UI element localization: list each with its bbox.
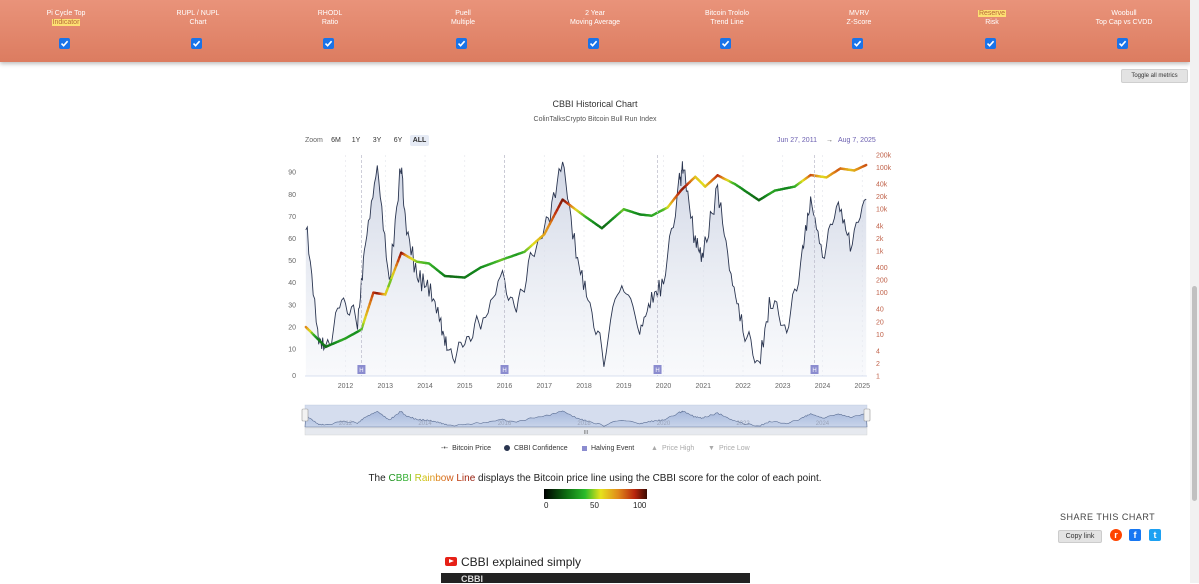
y-left-tick-label: 40 [288, 280, 296, 287]
navigator-scroll-handle: III [584, 430, 588, 436]
y-right-tick-label: 200 [876, 278, 888, 285]
reddit-share-icon[interactable]: r [1110, 529, 1122, 541]
y-right-tick-label: 40k [876, 182, 888, 189]
y-right-tick-label: 10 [876, 332, 884, 339]
y-right-tick-label: 2k [876, 236, 884, 243]
video-title-text: CBBI explained simply [461, 555, 581, 569]
navigator-tick-label: 2014 [418, 421, 432, 427]
legend-bitcoin-price[interactable]: -•- Bitcoin Price [441, 445, 491, 452]
square-icon [582, 446, 587, 451]
y-right-tick-label: 1 [876, 374, 880, 381]
y-right-tick-label: 100 [876, 290, 888, 297]
legend-cbbi-confidence[interactable]: CBBI Confidence [504, 445, 568, 452]
legend-label: Price High [662, 445, 694, 452]
y-left-tick-label: 10 [288, 346, 296, 353]
y-right-tick-label: 20 [876, 319, 884, 326]
legend-halving-event[interactable]: Halving Event [582, 445, 634, 452]
video-embed[interactable] [441, 573, 750, 583]
y-left-tick-label: 50 [288, 258, 296, 265]
navigator-tick-label: 2022 [736, 421, 750, 427]
legend-label: Halving Event [591, 445, 634, 452]
navigator-tick-label: 2020 [657, 421, 671, 427]
y-right-tick-label: 2 [876, 361, 880, 368]
y-right-tick-label: 40 [876, 307, 884, 314]
navigator-tick-label: 2018 [577, 421, 591, 427]
scrollbar-thumb[interactable] [1192, 286, 1197, 501]
navigator-tick-label: 2024 [816, 421, 830, 427]
y-left-tick-label: 90 [288, 170, 296, 177]
x-tick-label: 2018 [576, 383, 592, 390]
x-tick-label: 2024 [815, 383, 831, 390]
y-left-tick-label: 60 [288, 236, 296, 243]
x-tick-label: 2021 [695, 383, 711, 390]
triangle-down-icon: ▼ [708, 445, 715, 452]
confidence-area [306, 161, 866, 376]
y-left-tick-label: 70 [288, 214, 296, 221]
line-dash-icon: -•- [441, 445, 448, 452]
halving-marker-label: H [812, 368, 816, 374]
twitter-share-icon[interactable]: t [1149, 529, 1161, 541]
x-tick-label: 2013 [377, 383, 393, 390]
y-right-tick-label: 4 [876, 348, 880, 355]
legend-label: Price Low [719, 445, 750, 452]
navigator-right-handle [864, 409, 870, 421]
x-tick-label: 2025 [854, 383, 870, 390]
youtube-icon [445, 557, 457, 566]
halving-marker-label: H [359, 368, 363, 374]
y-right-tick-label: 200k [876, 153, 892, 160]
x-tick-label: 2014 [417, 383, 433, 390]
x-tick-label: 2019 [616, 383, 632, 390]
video-section-title: CBBI explained simply [445, 555, 581, 569]
facebook-share-icon[interactable]: f [1129, 529, 1141, 541]
navigator-tick-label: 2012 [339, 421, 353, 427]
y-right-tick-label: 100k [876, 165, 892, 172]
y-left-tick-label: 0 [292, 373, 296, 380]
y-right-tick-label: 4k [876, 223, 884, 230]
navigator-left-handle [302, 409, 308, 421]
x-tick-label: 2016 [497, 383, 513, 390]
y-right-tick-label: 10k [876, 207, 888, 214]
triangle-up-icon: ▲ [651, 445, 658, 452]
legend-price-high[interactable]: ▲ Price High [651, 445, 694, 452]
share-title: SHARE THIS CHART [1060, 512, 1155, 522]
circle-dot-icon [504, 445, 510, 451]
halving-marker-label: H [655, 368, 659, 374]
colorbar-tick-low: 0 [544, 501, 548, 510]
navigator-tick-label: 2016 [498, 421, 512, 427]
legend-price-low[interactable]: ▼ Price Low [708, 445, 750, 452]
y-left-tick-label: 80 [288, 192, 296, 199]
y-right-tick-label: 1k [876, 248, 884, 255]
y-left-tick-label: 20 [288, 324, 296, 331]
rainbow-colorbar [544, 489, 647, 499]
colorbar-tick-mid: 50 [590, 501, 599, 510]
rainbow-text-pre: The [368, 473, 388, 484]
x-tick-label: 2022 [735, 383, 751, 390]
rainbow-text-post: displays the Bitcoin price line using th… [475, 473, 821, 484]
legend-label: Bitcoin Price [452, 445, 491, 452]
halving-marker-label: H [502, 368, 506, 374]
x-tick-label: 2015 [457, 383, 473, 390]
y-right-tick-label: 400 [876, 265, 888, 272]
rainbow-description: The CBBI Rainbow Line displays the Bitco… [300, 473, 890, 484]
x-tick-label: 2023 [775, 383, 791, 390]
x-tick-label: 2017 [536, 383, 552, 390]
x-tick-label: 2020 [656, 383, 672, 390]
y-left-tick-label: 30 [288, 302, 296, 309]
rainbow-line-title: CBBI Rainbow Line [388, 473, 475, 484]
copy-link-button[interactable]: Copy link [1058, 530, 1102, 543]
price-line-segment [865, 165, 866, 166]
colorbar-tick-high: 100 [633, 501, 646, 510]
x-tick-label: 2012 [338, 383, 354, 390]
y-right-tick-label: 20k [876, 194, 888, 201]
legend-label: CBBI Confidence [514, 445, 568, 452]
